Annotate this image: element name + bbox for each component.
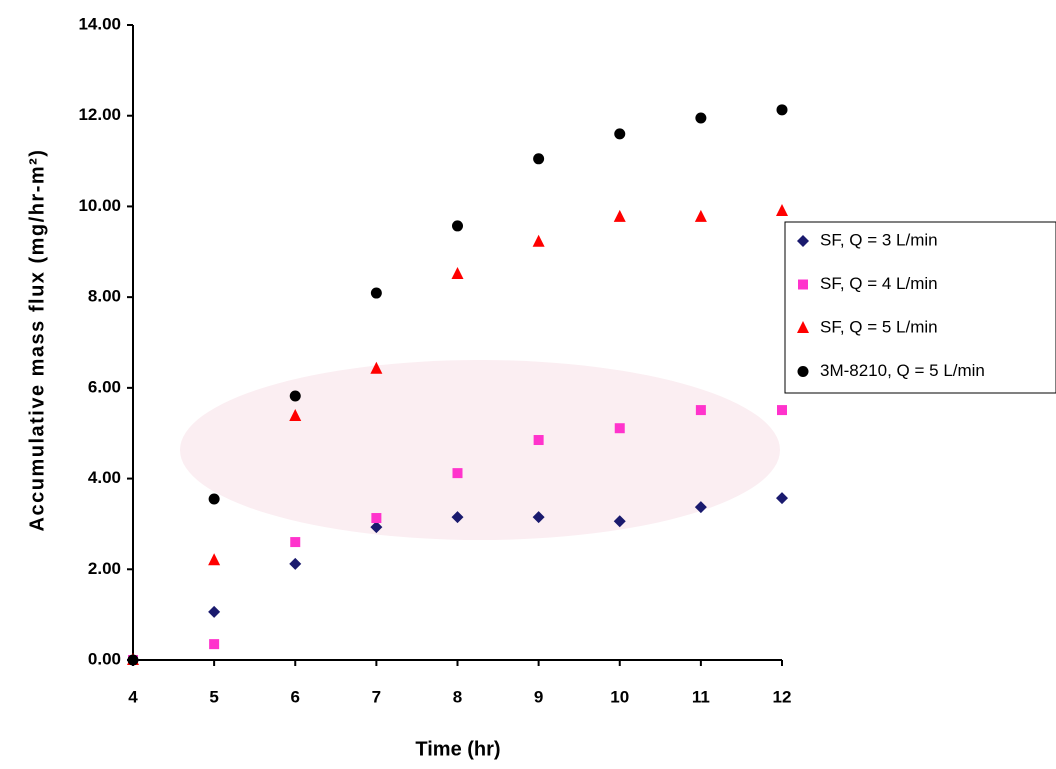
point bbox=[289, 558, 301, 570]
x-tick-label: 5 bbox=[209, 687, 218, 706]
point bbox=[290, 391, 301, 402]
chart: Time (hr) Accumulative mass flux (mg/hr-… bbox=[0, 0, 1056, 769]
point bbox=[777, 104, 788, 115]
y-tick-label: 10.00 bbox=[78, 196, 121, 215]
y-axis-title: Accumulative mass flux (mg/hr-m²) bbox=[26, 149, 48, 532]
y-tick-label: 12.00 bbox=[78, 105, 121, 124]
point bbox=[209, 639, 219, 649]
y-tick-label: 2.00 bbox=[88, 559, 121, 578]
point bbox=[614, 210, 626, 222]
y-tick-label: 8.00 bbox=[88, 287, 121, 306]
point bbox=[533, 153, 544, 164]
point bbox=[209, 493, 220, 504]
legend-label: SF, Q = 4 L/min bbox=[820, 274, 938, 293]
point bbox=[696, 405, 706, 415]
legend-label: SF, Q = 5 L/min bbox=[820, 317, 938, 336]
point bbox=[776, 492, 788, 504]
x-tick-label: 12 bbox=[773, 687, 792, 706]
x-tick-label: 11 bbox=[692, 687, 710, 706]
legend-label: SF, Q = 3 L/min bbox=[820, 230, 938, 249]
x-tick-label: 9 bbox=[534, 687, 543, 706]
y-tick-label: 6.00 bbox=[88, 377, 121, 396]
y-tick-label: 14.00 bbox=[78, 14, 121, 33]
watermark bbox=[180, 360, 780, 540]
point bbox=[533, 235, 545, 247]
point bbox=[452, 267, 464, 279]
y-tick-label: 4.00 bbox=[88, 468, 121, 487]
point bbox=[695, 210, 707, 222]
point bbox=[614, 128, 625, 139]
point bbox=[452, 220, 463, 231]
legend-marker bbox=[798, 366, 809, 377]
x-tick-label: 4 bbox=[128, 687, 138, 706]
point bbox=[453, 468, 463, 478]
point bbox=[695, 112, 706, 123]
x-tick-label: 10 bbox=[610, 687, 629, 706]
point bbox=[290, 537, 300, 547]
legend-label: 3M-8210, Q = 5 L/min bbox=[820, 361, 985, 380]
legend-marker bbox=[798, 280, 808, 290]
x-tick-label: 8 bbox=[453, 687, 462, 706]
point bbox=[128, 655, 139, 666]
x-tick-label: 7 bbox=[372, 687, 381, 706]
y-tick-label: 0.00 bbox=[88, 649, 121, 668]
x-tick-label: 6 bbox=[291, 687, 300, 706]
point bbox=[534, 435, 544, 445]
point bbox=[371, 513, 381, 523]
point bbox=[208, 606, 220, 618]
x-axis-title: Time (hr) bbox=[415, 738, 500, 760]
point bbox=[776, 204, 788, 216]
point bbox=[208, 553, 220, 565]
point bbox=[615, 423, 625, 433]
point bbox=[371, 288, 382, 299]
point bbox=[777, 405, 787, 415]
